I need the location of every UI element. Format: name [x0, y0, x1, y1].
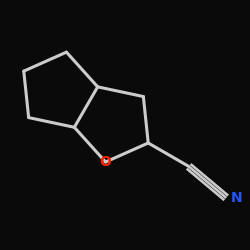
Text: N: N [230, 191, 242, 205]
Text: O: O [100, 155, 112, 169]
